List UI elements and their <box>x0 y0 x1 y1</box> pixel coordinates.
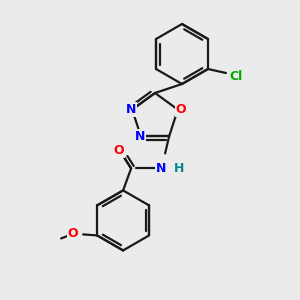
Text: O: O <box>176 103 186 116</box>
Text: H: H <box>174 162 184 175</box>
Text: N: N <box>135 130 145 143</box>
Text: Cl: Cl <box>230 70 243 83</box>
Text: O: O <box>114 144 124 157</box>
Text: N: N <box>156 162 166 175</box>
Text: O: O <box>68 227 78 240</box>
Text: N: N <box>126 103 136 116</box>
